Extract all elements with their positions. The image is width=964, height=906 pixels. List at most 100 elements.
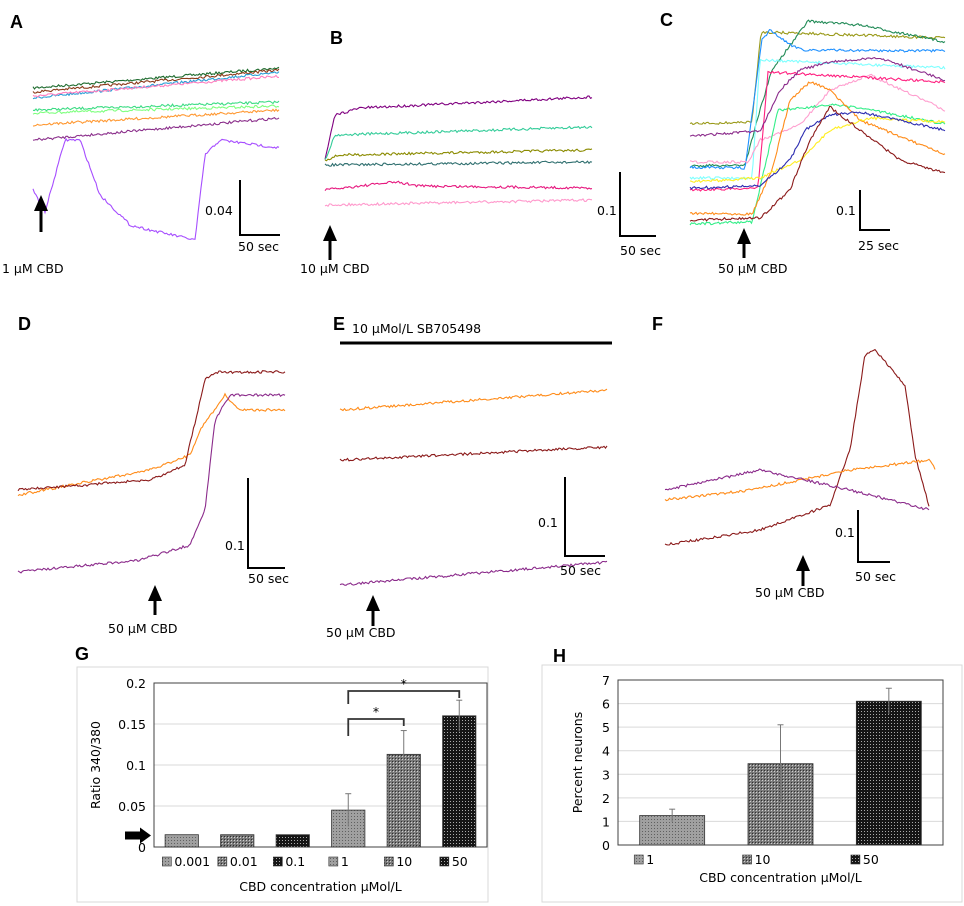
- trace-c-8: [689, 103, 946, 226]
- chart-g-frame: [76, 666, 489, 903]
- y-tick-label: 2: [602, 791, 610, 806]
- stimulus-arrow-icon: [796, 555, 810, 571]
- panel-label-a: A: [10, 12, 23, 32]
- trace-b-5: [324, 180, 593, 192]
- y-tick-label: 4: [602, 744, 610, 759]
- bar-0.01: [220, 834, 255, 848]
- trace-a-2: [32, 68, 280, 94]
- trace-c-3: [689, 28, 946, 170]
- panel-label-d: D: [18, 314, 31, 334]
- trace-c-6: [689, 70, 946, 192]
- trace-e-1: [339, 388, 608, 412]
- legend-swatch: [162, 856, 172, 867]
- y-axis-label: Percent neurons: [570, 712, 585, 814]
- scale-x-label-a: 50 sec: [238, 239, 279, 254]
- scale-bar: [564, 477, 605, 557]
- scale-y-label-c: 0.1: [836, 203, 856, 218]
- panel-label-g: G: [75, 644, 89, 664]
- y-axis-label: Ratio 340/380: [88, 721, 103, 809]
- stimulus-label-e: 50 µM CBD: [326, 625, 396, 640]
- trace-a-8: [32, 117, 280, 142]
- trace-a-1: [32, 66, 280, 90]
- treatment-label: 10 µMol/L SB705498: [352, 321, 481, 336]
- scale-bar: [239, 180, 280, 236]
- y-tick-label: 0.2: [126, 676, 146, 691]
- trace-b-1: [324, 95, 593, 160]
- legend-swatch: [633, 854, 644, 865]
- scale-bar: [619, 172, 656, 237]
- significance-star: *: [373, 704, 379, 719]
- scale-x-label-b: 50 sec: [620, 243, 661, 258]
- chart-h-frame: [541, 664, 963, 903]
- trace-c-1: [689, 30, 946, 126]
- bar-50: [855, 700, 922, 846]
- y-tick-label: 0.15: [118, 717, 146, 732]
- legend-swatch: [439, 856, 450, 867]
- stimulus-arrow-icon: [737, 228, 751, 244]
- legend-entry: 50: [452, 854, 468, 869]
- y-tick-label: 0: [602, 838, 610, 853]
- chart-g: 0 0.05 0.1 0.15 0.2 0.001 0.01 0.1 1 10 50 CBD conc…: [88, 676, 488, 894]
- scale-y-label-a: 0.04: [205, 203, 233, 218]
- trace-a-5: [32, 100, 280, 112]
- panel-label-e: E: [333, 314, 345, 334]
- trace-c-7: [689, 57, 946, 137]
- trace-d-3: [17, 393, 286, 574]
- trace-b-4: [324, 160, 593, 167]
- trace-f-2: [664, 458, 936, 502]
- trace-c-11: [689, 111, 946, 190]
- legend-swatch: [273, 856, 283, 867]
- y-tick-label: 1: [602, 814, 610, 829]
- stimulus-label-c: 50 µM CBD: [718, 261, 788, 276]
- trace-f-3: [664, 468, 930, 511]
- stimulus-arrow-icon: [323, 225, 337, 241]
- stimulus-label-a: 1 µM CBD: [2, 261, 64, 276]
- y-tick-label: 0: [138, 840, 146, 855]
- scale-x-label-e: 50 sec: [560, 563, 601, 578]
- y-tick-label: 6: [602, 697, 610, 712]
- scale-bar: [247, 478, 285, 569]
- scale-y-label-b: 0.1: [597, 203, 617, 218]
- legend-swatch: [217, 856, 228, 867]
- legend-swatch: [384, 856, 394, 867]
- y-tick-label: 3: [602, 767, 610, 782]
- stimulus-arrow-icon: [366, 595, 380, 611]
- stimulus-arrow-icon: [148, 585, 162, 601]
- legend-swatch: [742, 854, 752, 865]
- scale-x-label-f: 50 sec: [855, 569, 896, 584]
- panel-label-f: F: [652, 314, 663, 334]
- plot-area: [153, 682, 488, 848]
- trace-b-2: [324, 125, 593, 160]
- trace-a-4: [32, 74, 280, 98]
- legend-entry: 10: [755, 852, 771, 867]
- scale-y-label-e: 0.1: [538, 515, 558, 530]
- y-tick-label: 0.05: [118, 799, 146, 814]
- panel-label-b: B: [330, 28, 343, 48]
- panel-label-c: C: [660, 10, 673, 30]
- trace-e-3: [339, 560, 608, 586]
- y-tick-label: 5: [602, 720, 610, 735]
- legend-swatch: [328, 856, 339, 867]
- trace-c-12: [689, 105, 946, 222]
- trace-c-5: [689, 73, 946, 164]
- scale-x-label-c: 25 sec: [858, 238, 899, 253]
- legend-entry: 0.01: [230, 854, 258, 869]
- trace-b-6: [324, 198, 593, 207]
- trace-a-7: [32, 108, 280, 127]
- stimulus-label-d: 50 µM CBD: [108, 621, 178, 636]
- trace-c-2: [689, 19, 946, 168]
- trace-f-1: [664, 348, 930, 546]
- bar-0.001: [164, 834, 199, 848]
- y-tick-label: 7: [602, 673, 610, 688]
- baseline-arrow-icon: [125, 827, 151, 844]
- scale-bar: [859, 190, 890, 231]
- trace-b-3: [324, 148, 593, 162]
- scale-y-label-d: 0.1: [225, 538, 245, 553]
- panel-label-h: H: [553, 646, 566, 666]
- bar-50: [442, 715, 477, 848]
- scale-x-label-d: 50 sec: [248, 571, 289, 586]
- trace-d-2: [17, 370, 286, 492]
- stimulus-label-b: 10 µM CBD: [300, 261, 370, 276]
